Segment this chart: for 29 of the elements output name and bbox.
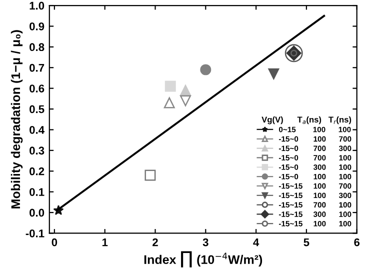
y-tick-label: 0.2	[30, 167, 44, 176]
point	[268, 68, 280, 80]
y-tick-label: 0.6	[30, 84, 44, 92]
y-tick-label: 0.8	[30, 43, 44, 52]
point	[164, 97, 175, 108]
x-tick-label: 2	[152, 238, 158, 246]
y-axis-title: Mobility degradation (1−μ / μ₀)	[10, 30, 23, 208]
x-tick-label: 6	[354, 238, 360, 246]
x-axis-title: Index ∏ (10$^{−4}$W/m²)	[144, 251, 262, 268]
y-tick-label: 0.1	[30, 188, 44, 196]
y-tick-label: 0.7	[30, 64, 44, 72]
y-tick-label: 1.0	[30, 2, 44, 10]
x-tick-label: 4	[253, 238, 260, 246]
y-tick-label: 0.0	[30, 208, 44, 217]
x-tick-label: 5	[304, 238, 310, 246]
point	[180, 95, 191, 106]
y-tick-label: -0.1	[26, 229, 44, 238]
point	[180, 84, 191, 96]
y-tick-label: 0.4	[30, 126, 44, 134]
y-tick-label: 0.9	[30, 22, 44, 30]
point	[164, 80, 176, 92]
x-tick-label: 1	[102, 238, 108, 246]
point	[200, 64, 212, 76]
y-tick-label: 0.3	[30, 146, 44, 155]
point	[144, 170, 156, 181]
x-tick-label: 0	[52, 238, 58, 246]
y-tick-label: 0.5	[30, 105, 44, 114]
x-tick-label: 3	[202, 238, 208, 246]
legend-title: Vg(V) T$_{a}$(ns) T$_{r}$(ns)	[262, 116, 352, 124]
